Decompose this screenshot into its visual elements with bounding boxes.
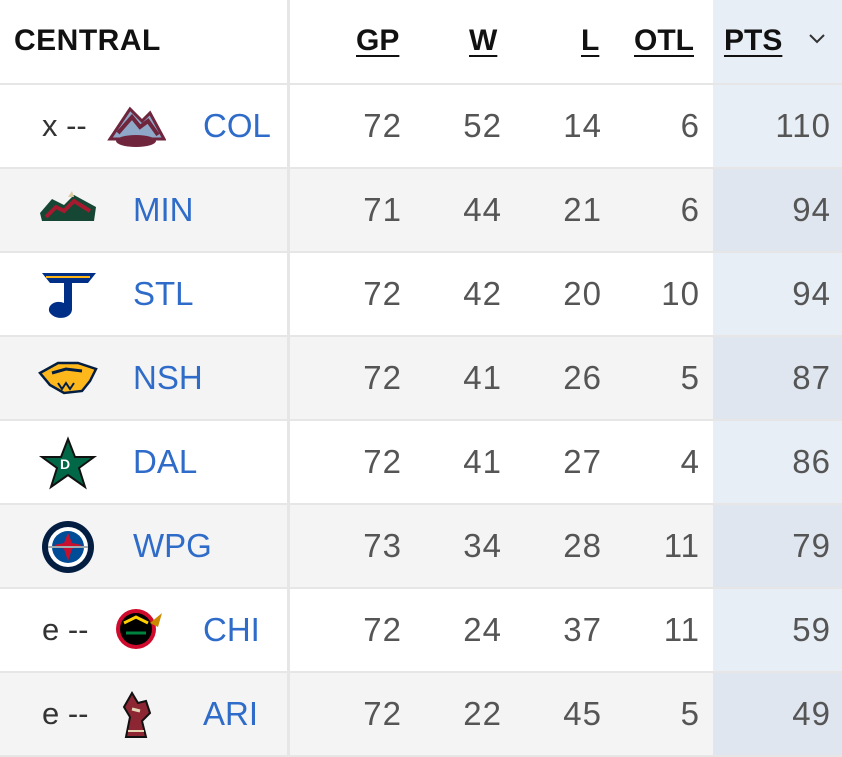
team-row[interactable]: e -- ARI 72 22 45 5 49 [0,673,842,757]
pts-cell-highlight [713,505,842,587]
otl-value: 11 [663,527,700,564]
team-cell: MIN [0,169,290,251]
otl-value: 5 [680,359,700,396]
pts-value: 94 [792,275,831,312]
team-cell: e -- CHI [0,589,290,671]
pts-value: 86 [792,443,831,480]
team-cell: STL [0,253,290,335]
pts-cell-highlight [713,589,842,671]
team-link-nsh[interactable]: NSH [133,359,203,396]
team-link-min[interactable]: MIN [133,191,194,228]
gp-value: 72 [363,443,402,480]
gp-column-header[interactable]: GP [356,24,400,57]
l-value: 28 [563,527,602,564]
avalanche-logo-icon[interactable] [106,99,167,155]
gp-value: 72 [363,107,402,144]
team-cell: x -- COL [0,85,290,167]
coyotes-logo-icon[interactable] [106,687,166,743]
l-value: 45 [563,695,602,732]
l-column-header[interactable]: L [581,24,600,57]
standings-header-row: CENTRAL GP W L OTL PTS [0,0,842,85]
pts-column-header[interactable]: PTS [724,24,783,57]
team-cell: D DAL [0,421,290,503]
clinch-indicator: e -- [42,696,89,731]
team-row[interactable]: NSH 72 41 26 5 87 [0,337,842,421]
w-value: 22 [463,695,502,732]
team-cell: WPG [0,505,290,587]
otl-value: 6 [680,107,700,144]
conference-header-cell: CENTRAL [0,0,290,83]
stars-logo-icon[interactable]: D [38,435,98,491]
w-column-header[interactable]: W [469,24,498,57]
team-row[interactable]: D DAL 72 41 27 4 86 [0,421,842,505]
gp-value: 72 [363,611,402,648]
predators-logo-icon[interactable] [38,351,98,407]
team-link-stl[interactable]: STL [133,275,194,312]
w-value: 34 [463,527,502,564]
team-link-chi[interactable]: CHI [203,611,260,648]
team-link-dal[interactable]: DAL [133,443,198,480]
pts-value: 87 [792,359,831,396]
otl-value: 5 [680,695,700,732]
gp-value: 72 [363,695,402,732]
team-row[interactable]: WPG 73 34 28 11 79 [0,505,842,589]
otl-value: 4 [680,443,700,480]
team-link-wpg[interactable]: WPG [133,527,212,564]
pts-cell-highlight [713,85,842,167]
gp-value: 72 [363,359,402,396]
gp-value: 72 [363,275,402,312]
wild-logo-icon[interactable] [38,183,98,239]
w-value: 44 [463,191,502,228]
otl-value: 10 [661,275,700,312]
pts-value: 94 [792,191,831,228]
team-row[interactable]: MIN 71 44 21 6 94 [0,169,842,253]
blackhawks-logo-icon[interactable] [106,603,166,659]
team-cell: NSH [0,337,290,419]
clinch-indicator: x -- [42,108,87,143]
pts-cell-highlight [713,253,842,335]
l-value: 27 [563,443,602,480]
team-row[interactable]: x -- COL 72 52 14 6 110 [0,85,842,169]
gp-value: 71 [363,191,402,228]
chevron-down-icon[interactable] [808,32,826,46]
svg-text:D: D [60,456,70,472]
w-value: 42 [463,275,502,312]
conference-title: CENTRAL [14,24,161,57]
w-value: 41 [463,443,502,480]
team-link-col[interactable]: COL [203,107,271,144]
l-value: 37 [563,611,602,648]
team-cell: e -- ARI [0,673,290,755]
blues-logo-icon[interactable] [38,267,98,323]
team-link-ari[interactable]: ARI [203,695,259,732]
pts-cell-highlight [713,337,842,419]
pts-column-highlight [713,0,842,83]
pts-value: 110 [775,107,831,144]
pts-value: 79 [792,527,831,564]
otl-column-header[interactable]: OTL [634,24,694,57]
gp-value: 73 [363,527,402,564]
team-row[interactable]: e -- CHI 72 24 37 11 59 [0,589,842,673]
team-row[interactable]: STL 72 42 20 10 94 [0,253,842,337]
w-value: 52 [463,107,502,144]
otl-value: 6 [680,191,700,228]
clinch-indicator: e -- [42,612,89,647]
w-value: 24 [463,611,502,648]
otl-value: 11 [663,611,700,648]
pts-value: 59 [792,611,831,648]
pts-cell-highlight [713,169,842,251]
pts-cell-highlight [713,421,842,503]
l-value: 20 [563,275,602,312]
l-value: 26 [563,359,602,396]
pts-cell-highlight [713,673,842,755]
l-value: 21 [563,191,602,228]
pts-value: 49 [792,695,831,732]
l-value: 14 [563,107,602,144]
jets-logo-icon[interactable] [38,519,98,575]
w-value: 41 [463,359,502,396]
